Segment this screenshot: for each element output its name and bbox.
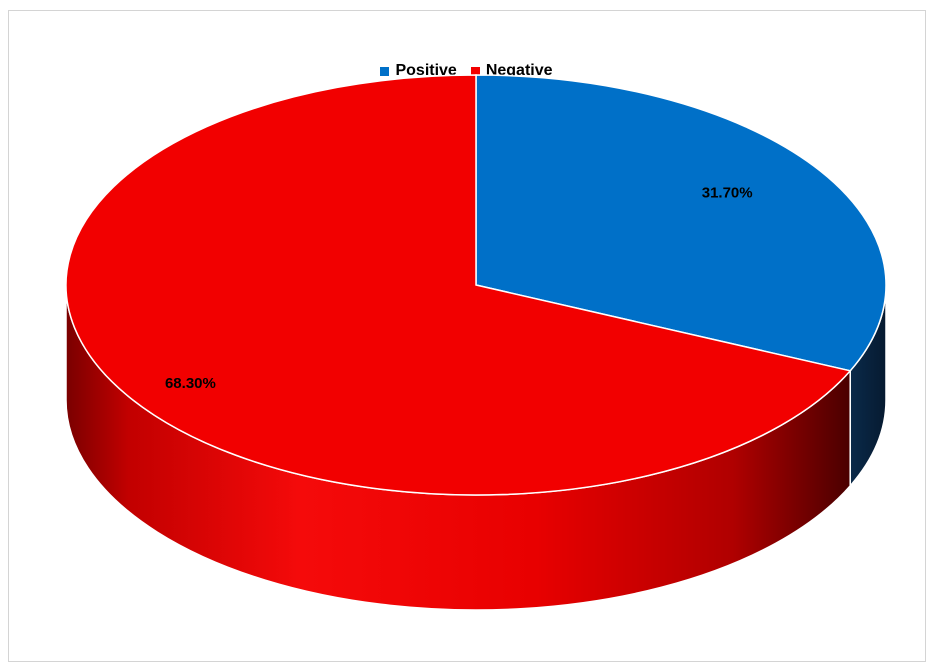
- legend-label-positive: Positive: [395, 62, 457, 79]
- pie-sides: [65, 284, 887, 611]
- pie-slice-negative: [65, 74, 852, 496]
- legend-entry-positive: Positive: [380, 62, 457, 80]
- pie-data-labels: 31.70% 68.30%: [165, 185, 753, 392]
- legend-swatch-negative: [470, 66, 480, 76]
- data-label-negative: 68.30%: [165, 375, 216, 392]
- legend-swatch-positive: [380, 66, 390, 76]
- pie-slice-positive: [475, 74, 887, 372]
- pie-top: [65, 74, 887, 496]
- data-label-positive: 31.70%: [702, 185, 753, 202]
